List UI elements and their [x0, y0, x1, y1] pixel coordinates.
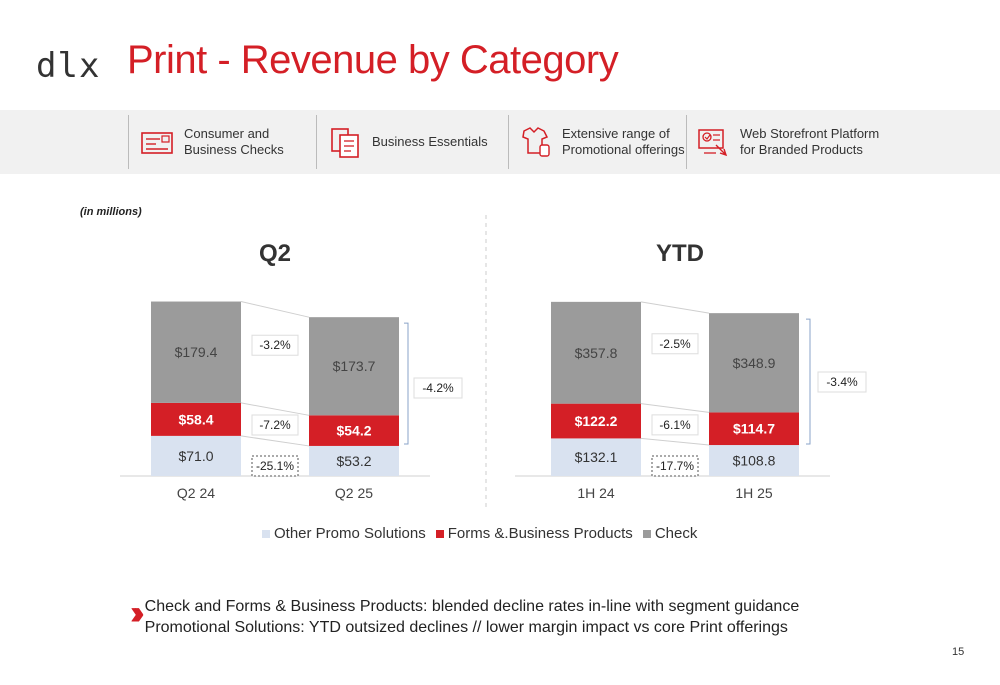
data-label: $114.7: [733, 421, 775, 437]
total-change-label: -4.2%: [422, 381, 454, 395]
chart-title-ytd: YTD: [656, 240, 704, 267]
total-change-label: -3.4%: [826, 375, 858, 389]
legend-label: Forms &.Business Products: [447, 525, 633, 542]
legend-swatch: [262, 529, 270, 538]
bar-segment: [551, 438, 641, 476]
legend-item-check: Check: [642, 525, 698, 542]
bar-segment: [309, 317, 399, 416]
units-note: (in millions): [80, 206, 142, 218]
connector-line: [640, 403, 710, 413]
change-box: [651, 455, 699, 477]
legend-swatch: [642, 529, 651, 538]
takeaway-line: Check and Forms & Business Products: ble…: [144, 598, 800, 615]
category-label: Extensive range of Promotional offerings: [562, 126, 685, 157]
double-chevron-icon: ››: [130, 594, 144, 632]
x-tick-label: 1H 24: [577, 485, 615, 501]
x-tick-label: 1H 25: [735, 485, 773, 501]
check-document-icon: [141, 132, 173, 154]
change-label: -6.1%: [659, 418, 691, 432]
bar-segment: [709, 412, 799, 446]
category-business-essentials: Business Essentials: [326, 115, 488, 169]
bar-segment: [151, 435, 241, 476]
total-bracket: [404, 322, 409, 445]
data-label: $108.8: [733, 453, 776, 469]
total-bracket: [806, 318, 811, 445]
takeaway-line: Promotional Solutions: YTD outsized decl…: [144, 619, 788, 636]
stacked-bar-charts: $71.0 $58.4 $179.4 Q2 24 $53.2 $54.2 $173.7 Q2 …: [120, 215, 867, 510]
chart-legend: Other Promo Solutions Forms &.Business P…: [262, 525, 697, 542]
bar-segment: [551, 301, 641, 404]
data-label: $53.2: [336, 453, 371, 469]
category-divider: [316, 115, 317, 169]
change-label: -17.7%: [656, 459, 694, 473]
x-tick-label: Q2 24: [177, 485, 215, 501]
bar-segment: [309, 445, 399, 476]
data-label: $357.8: [575, 345, 618, 361]
chart-title-q2: Q2: [259, 240, 292, 267]
legend-label: Check: [654, 525, 698, 542]
web-storefront-icon: [698, 129, 728, 157]
data-label: $179.4: [175, 344, 218, 360]
promo-apparel-icon: [522, 127, 550, 157]
category-label: Business Essentials: [372, 134, 488, 149]
page-number: 15: [952, 646, 965, 658]
legend-label: Other Promo Solutions: [274, 525, 426, 542]
change-box: [651, 414, 699, 436]
category-divider: [508, 115, 509, 169]
legend-item-promo: Other Promo Solutions: [262, 525, 426, 542]
bar-segment: [151, 402, 241, 436]
key-takeaways: ›› Check and Forms & Business Products: …: [130, 596, 799, 638]
bar-segment: [309, 415, 399, 446]
category-divider: [128, 115, 129, 169]
category-label: Consumer and Business Checks: [184, 126, 284, 157]
change-label: -25.1%: [256, 459, 294, 473]
bar-segment: [709, 313, 799, 413]
category-banner: Consumer and Business Checks Business Es…: [0, 110, 1000, 174]
page-title: Print - Revenue by Category: [127, 38, 619, 82]
connector-line: [240, 402, 310, 416]
connector-line: [240, 435, 310, 447]
data-label: $173.7: [333, 358, 376, 374]
category-checks: Consumer and Business Checks: [138, 115, 284, 169]
change-box: [251, 334, 299, 356]
x-tick-label: Q2 25: [335, 485, 373, 501]
company-logo: dlx: [36, 46, 101, 86]
category-divider: [686, 115, 687, 169]
bar-segment: [551, 403, 641, 439]
change-box: [651, 333, 699, 355]
total-change-box: [413, 377, 463, 399]
data-label: $348.9: [733, 355, 776, 371]
legend-swatch: [435, 529, 444, 538]
data-label: $132.1: [575, 449, 618, 465]
data-label: $54.2: [336, 423, 371, 439]
connector-line: [640, 301, 710, 314]
data-label: $122.2: [575, 413, 618, 429]
change-label: -2.5%: [659, 337, 691, 351]
total-change-box: [817, 371, 867, 393]
forms-icon: [331, 128, 359, 158]
data-label: $58.4: [178, 411, 213, 427]
data-label: $71.0: [178, 448, 213, 464]
bar-segment: [709, 445, 799, 476]
change-box: [251, 414, 299, 436]
change-box: [251, 455, 299, 477]
connector-line: [640, 437, 710, 446]
category-promotional: Extensive range of Promotional offerings: [516, 115, 685, 169]
bar-segment: [151, 301, 241, 403]
connector-line: [240, 301, 310, 318]
change-label: -7.2%: [259, 418, 291, 432]
category-label: Web Storefront Platform for Branded Prod…: [740, 126, 880, 157]
change-label: -3.2%: [259, 338, 291, 352]
legend-item-forms: Forms &.Business Products: [435, 525, 633, 542]
category-web-storefront: Web Storefront Platform for Branded Prod…: [694, 115, 879, 169]
